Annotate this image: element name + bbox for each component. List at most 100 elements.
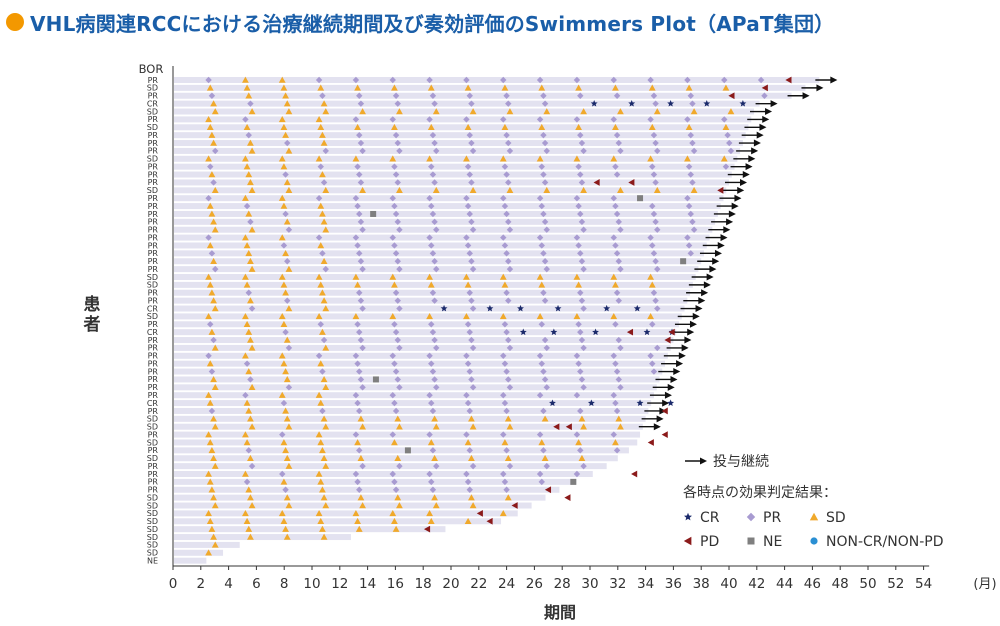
cr-marker	[517, 304, 524, 312]
pr-marker	[580, 462, 587, 470]
patient-bar	[174, 344, 671, 351]
x-tick-label: 28	[554, 576, 571, 592]
pr-marker	[687, 171, 694, 178]
pr-marker	[208, 92, 216, 99]
sd-marker	[319, 131, 326, 138]
pr-marker	[429, 407, 437, 415]
pr-marker	[468, 376, 475, 383]
sd-marker	[322, 462, 330, 469]
patient-bar	[174, 116, 752, 123]
legend-label: CR	[700, 510, 720, 526]
pr-marker	[501, 360, 509, 367]
sd-marker	[205, 431, 212, 438]
pr-marker	[354, 242, 361, 249]
pr-marker	[396, 344, 403, 352]
pr-marker	[352, 470, 360, 478]
ne-marker	[680, 258, 687, 265]
sd-marker	[280, 320, 288, 327]
pd-marker	[626, 328, 634, 336]
pr-marker	[501, 202, 509, 210]
pr-marker	[426, 76, 433, 84]
sd-marker	[211, 108, 219, 115]
sd-marker	[506, 186, 514, 194]
patient-bar	[174, 471, 593, 477]
sd-marker	[426, 313, 433, 320]
pr-marker	[573, 234, 581, 241]
pr-marker	[464, 163, 472, 170]
patient-bar	[174, 502, 532, 509]
pr-marker	[469, 305, 477, 312]
pd-marker	[661, 431, 668, 438]
pr-marker	[500, 116, 507, 123]
pr-marker	[536, 470, 544, 478]
ongoing-arrow	[722, 186, 745, 194]
sd-marker	[317, 478, 325, 485]
ongoing-arrow	[747, 115, 770, 123]
pr-marker	[684, 116, 691, 123]
pr-marker	[650, 368, 658, 375]
pr-marker	[506, 462, 514, 470]
pr-marker	[540, 447, 547, 454]
pr-marker	[610, 76, 617, 84]
pr-marker	[575, 242, 582, 249]
pr-marker	[652, 297, 659, 304]
bor-label: PR	[148, 446, 159, 455]
pr-marker	[284, 139, 291, 147]
sd-marker	[391, 123, 398, 130]
pr-marker	[503, 368, 510, 375]
patient-bar	[174, 376, 660, 383]
pr-marker	[757, 76, 765, 84]
sd-marker	[432, 186, 440, 194]
pr-marker	[689, 218, 696, 226]
sd-marker	[538, 281, 546, 288]
pr-marker	[359, 462, 366, 470]
sd-marker	[210, 415, 217, 422]
pr-marker	[284, 297, 291, 304]
sd-marker	[396, 502, 403, 509]
pr-marker	[396, 384, 403, 391]
patient-bar	[174, 541, 240, 548]
pr-marker	[392, 368, 400, 375]
sd-marker	[501, 439, 509, 446]
sd-marker	[468, 494, 475, 501]
pr-marker	[285, 344, 293, 352]
sd-marker	[464, 123, 472, 130]
pr-marker	[652, 258, 659, 265]
pr-marker	[577, 92, 584, 99]
pr-marker	[391, 321, 398, 328]
pr-marker	[392, 289, 400, 296]
pr-marker	[466, 210, 473, 218]
legend-arrow	[685, 457, 707, 465]
sd-marker	[575, 123, 583, 130]
sd-marker	[245, 407, 253, 414]
pr-marker	[243, 202, 251, 210]
sd-marker	[206, 242, 214, 249]
sd-marker	[283, 376, 291, 383]
pr-marker	[578, 297, 586, 304]
sd-marker	[208, 486, 216, 493]
pr-marker	[464, 478, 472, 486]
sd-marker	[320, 415, 328, 422]
x-tick-label: 32	[609, 576, 626, 592]
sd-marker	[468, 415, 475, 422]
sd-marker	[317, 84, 325, 91]
x-tick-label: 54	[915, 576, 932, 592]
sd-marker	[426, 155, 433, 162]
sd-marker	[205, 273, 212, 280]
sd-marker	[352, 273, 360, 280]
ongoing-arrow	[658, 368, 681, 376]
pr-marker	[573, 116, 581, 123]
pr-marker	[282, 171, 289, 178]
sd-marker	[243, 320, 251, 327]
sd-marker	[245, 328, 253, 335]
pr-marker	[389, 76, 396, 84]
pr-marker	[687, 92, 694, 99]
sd-marker	[285, 186, 293, 194]
sd-marker	[538, 84, 546, 91]
pr-marker	[357, 139, 365, 147]
pr-marker	[429, 328, 437, 336]
pr-marker	[463, 195, 470, 202]
pr-marker	[394, 218, 401, 226]
pr-marker	[501, 242, 509, 249]
sd-marker	[648, 123, 656, 130]
